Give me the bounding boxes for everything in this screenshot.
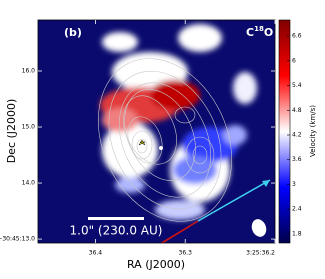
molecule-sup: 18 — [254, 25, 264, 33]
colorbar-tick-label: 6 — [292, 57, 296, 64]
y-tick-label: 15.0 — [22, 124, 36, 131]
x-tick-label: 3:25:36.2 — [246, 250, 275, 257]
colorbar — [278, 19, 291, 244]
y-tick-label: +30:45:13.0 — [0, 236, 35, 243]
molecule-part: O — [264, 26, 273, 39]
panel-label: (b) — [64, 26, 82, 39]
colorbar-tick-label: 3.6 — [292, 156, 302, 163]
y-axis-label: Dec (J2000) — [5, 99, 18, 164]
scale-bar — [88, 217, 144, 220]
y-tick-label: 14.0 — [22, 180, 36, 187]
colorbar-label: Velocity (km/s) — [309, 105, 317, 157]
x-tick-label: 36.3 — [179, 250, 193, 257]
colorbar-tick-label: 5.4 — [292, 82, 302, 89]
y-tick-label: 16.0 — [22, 67, 36, 74]
x-tick-label: 36.4 — [89, 250, 103, 257]
molecule-part: C — [246, 26, 254, 39]
colorbar-tick-label: 2.4 — [292, 206, 302, 213]
plot-frame — [37, 19, 276, 244]
colorbar-tick-label: 4.8 — [292, 107, 302, 114]
map-image — [98, 24, 271, 243]
x-axis-label: RA (J2000) — [127, 258, 185, 271]
colorbar-tick-label: 1.8 — [292, 230, 302, 237]
scale-bar-label: 1.0" (230.0 AU) — [70, 224, 163, 238]
molecule-label: C18O — [246, 25, 273, 39]
colorbar-tick-label: 3 — [292, 181, 296, 188]
colorbar-tick-label: 4.2 — [292, 132, 302, 139]
colorbar-tick-label: 6.6 — [292, 33, 302, 40]
